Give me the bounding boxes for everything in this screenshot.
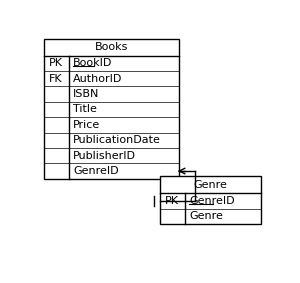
Text: PK: PK	[49, 58, 63, 68]
Text: ISBN: ISBN	[73, 89, 100, 99]
Text: Genre: Genre	[189, 211, 223, 222]
Text: Genre: Genre	[194, 180, 227, 190]
Text: PublisherID: PublisherID	[73, 151, 136, 161]
Text: AuthorID: AuthorID	[73, 74, 122, 83]
Text: Price: Price	[73, 120, 101, 130]
Text: BookID: BookID	[73, 58, 112, 68]
Bar	[44, 38, 179, 179]
Text: Books: Books	[95, 42, 128, 52]
Text: GenreID: GenreID	[73, 166, 119, 176]
Text: GenreID: GenreID	[189, 196, 235, 206]
Text: PublicationDate: PublicationDate	[73, 135, 161, 145]
Bar	[160, 176, 261, 224]
Text: FK: FK	[49, 74, 63, 83]
Text: Title: Title	[73, 104, 97, 114]
Text: PK: PK	[165, 196, 179, 206]
